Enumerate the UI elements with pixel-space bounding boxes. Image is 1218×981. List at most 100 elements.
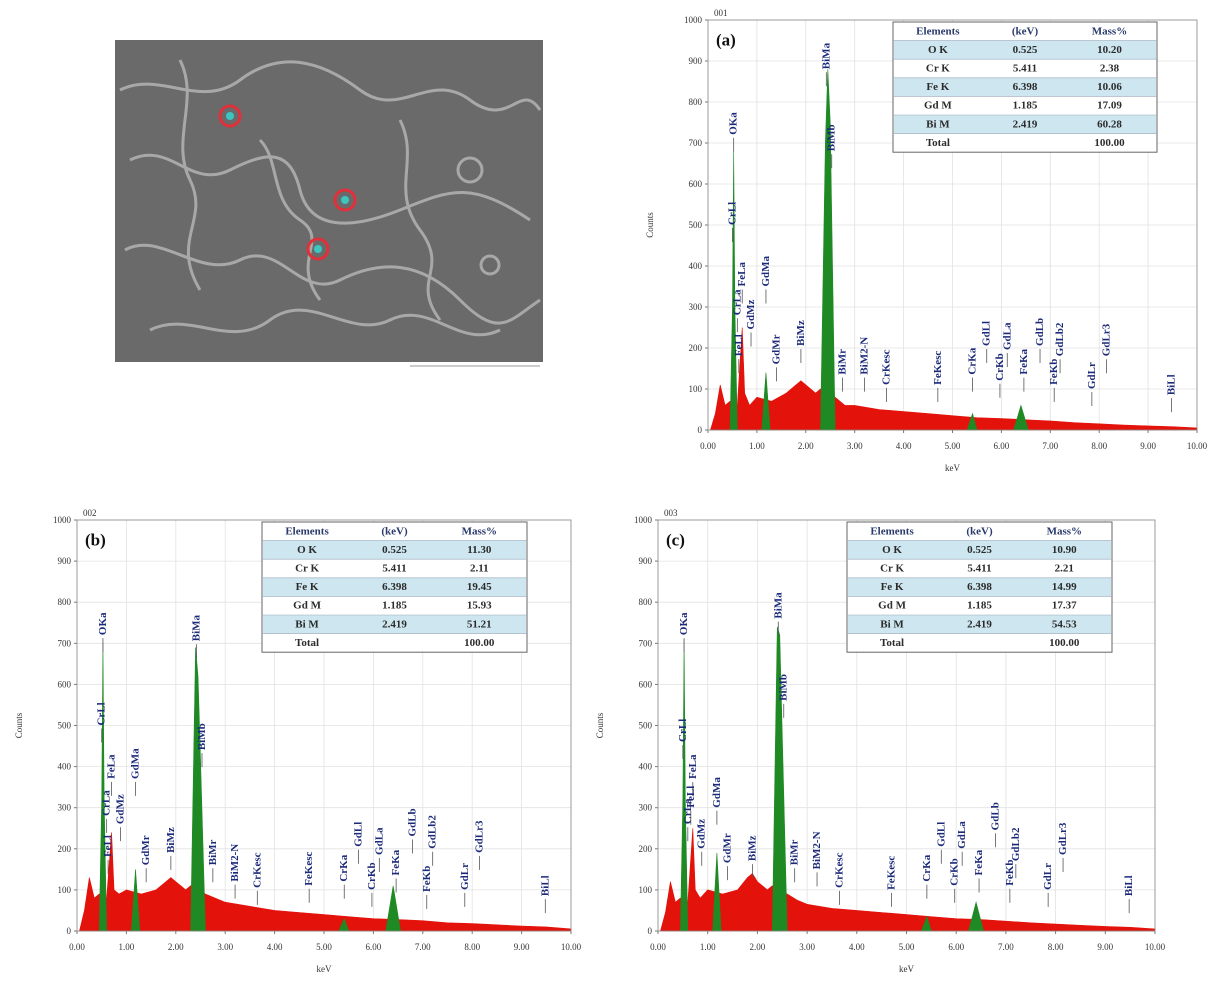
table-total-label: Total (880, 637, 904, 649)
x-tick-label: 10.00 (561, 942, 582, 952)
peak-label: FeLa (687, 754, 699, 779)
x-tick-label: 8.00 (1091, 441, 1107, 451)
table-cell: 1.185 (967, 600, 992, 612)
y-tick-label: 200 (639, 844, 653, 854)
y-tick-label: 100 (689, 384, 703, 394)
x-tick-label: 4.00 (896, 441, 912, 451)
table-cell: 2.419 (967, 618, 992, 630)
table-header: Mass% (1047, 525, 1082, 537)
table-cell: 10.06 (1097, 81, 1122, 93)
peak-label: OKa (728, 112, 740, 135)
table-cell: Gd M (924, 100, 952, 112)
peak-label: GdLr3 (1057, 822, 1069, 855)
spectrum-id: 001 (714, 8, 728, 18)
y-tick-label: 800 (689, 97, 703, 107)
y-tick-label: 900 (58, 556, 72, 566)
x-tick-label: 0.00 (650, 942, 666, 952)
x-tick-label: 5.00 (945, 441, 961, 451)
peak-label: GdLb (1034, 318, 1046, 346)
peak-label: BiM2-N (229, 844, 241, 882)
peak-label: BiMr (207, 839, 219, 865)
sem-markers (218, 104, 357, 261)
table-cell: Fe K (926, 81, 949, 93)
peak-label: CrLa (731, 289, 743, 315)
peak-label: GdMz (745, 299, 757, 329)
table-cell: 51.21 (467, 618, 492, 630)
table-row (263, 559, 526, 578)
plot-frame (707, 19, 1198, 431)
peak-label: FeKesc (886, 856, 898, 890)
table-cell: 0.525 (382, 544, 407, 556)
y-tick-label: 0 (67, 926, 72, 936)
table-row (894, 96, 1156, 115)
peak-label: BiMz (795, 320, 807, 346)
x-tick-label: 9.00 (1097, 942, 1113, 952)
peak-label: FeKb (1004, 860, 1016, 886)
table-cell: 2.21 (1055, 563, 1074, 575)
peak-label: CrLl (677, 719, 689, 742)
peak-label: FeLl (733, 334, 745, 356)
plot-frame (657, 519, 1156, 932)
peak-label: GdLb2 (427, 815, 439, 849)
table-row (894, 115, 1156, 134)
table-cell: 5.411 (382, 563, 406, 575)
x-tick-label: 9.00 (514, 942, 530, 952)
table-cell: 14.99 (1052, 581, 1077, 593)
x-tick-label: 7.00 (1042, 441, 1058, 451)
x-axis-label: keV (317, 964, 332, 974)
sem-marker-dots (226, 112, 349, 253)
table-cell: 6.398 (1013, 81, 1038, 93)
table-header: Mass% (462, 525, 497, 537)
table-cell: Fe K (296, 581, 319, 593)
x-tick-label: 5.00 (316, 942, 332, 952)
table-cell: 15.93 (467, 600, 492, 612)
table-cell: 1.185 (1013, 100, 1038, 112)
y-tick-label: 1000 (53, 515, 72, 525)
table-row (848, 540, 1111, 560)
x-tick-label: 3.00 (217, 942, 233, 952)
y-tick-label: 700 (639, 638, 653, 648)
y-tick-label: 200 (689, 343, 703, 353)
table-cell: O K (928, 44, 948, 56)
table-cell: Cr K (295, 563, 319, 575)
x-tick-label: 2.00 (798, 441, 814, 451)
y-tick-label: 300 (639, 803, 653, 813)
peak-label: GdMa (130, 748, 142, 779)
peak-label: GdMa (760, 255, 772, 286)
x-tick-label: 1.00 (119, 942, 135, 952)
peak-label: BiMa (191, 614, 203, 641)
y-tick-label: 300 (58, 803, 72, 813)
peak-label: FeLa (106, 754, 118, 779)
table-row (848, 559, 1111, 578)
spectrum-id: 003 (664, 508, 678, 518)
panel-label: (b) (85, 531, 106, 550)
table-cell: Bi M (880, 618, 904, 630)
peak-label: BiLl (1123, 875, 1135, 896)
peak-label: GdLr3 (474, 820, 486, 853)
table-cell: 10.20 (1097, 44, 1122, 56)
y-tick-label: 800 (639, 597, 653, 607)
table-row (894, 59, 1156, 78)
table-header: (keV) (966, 525, 993, 537)
panel-label: (a) (716, 31, 736, 50)
x-tick-label: 1.00 (749, 441, 765, 451)
y-tick-label: 600 (58, 679, 72, 689)
table-cell: 11.30 (467, 544, 492, 556)
table-row (263, 577, 526, 597)
peak-label: OKa (97, 612, 109, 635)
peak-label: GdLa (956, 821, 968, 849)
y-tick-label: 900 (639, 556, 653, 566)
spectrum-area (660, 828, 1156, 932)
peak-label: FeKa (1018, 348, 1030, 374)
peak-label: BiLl (539, 875, 551, 896)
spectrum-area (680, 626, 984, 932)
peak-label: OKa (678, 612, 690, 635)
table-cell: 17.09 (1097, 100, 1122, 112)
peak-label: FeLl (102, 835, 114, 857)
peak-label: BiMz (165, 827, 177, 853)
peak-label: CrKa (921, 854, 933, 881)
table-cell: Cr K (880, 563, 904, 575)
table-header: Elements (916, 25, 960, 37)
peak-label: CrLa (101, 790, 113, 816)
peak-label: BiMb (778, 674, 790, 701)
